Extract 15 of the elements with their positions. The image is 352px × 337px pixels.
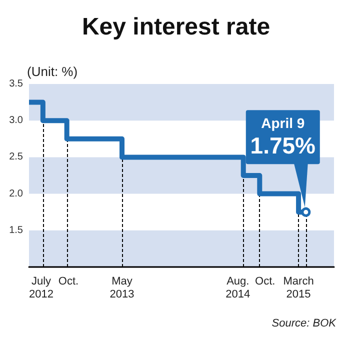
y-tick-label: 3.5 (9, 78, 24, 90)
x-tick-label: March 2015 (283, 276, 314, 300)
x-tick-label: July 2012 (29, 276, 54, 300)
x-tick-label: Oct. (255, 276, 276, 288)
source-note: Source: BOK (272, 318, 337, 330)
y-tick-label: 2.0 (9, 188, 24, 200)
x-tick-label: Aug. 2014 (226, 276, 250, 300)
y-tick-label: 1.5 (9, 224, 24, 236)
x-tick-label: May 2013 (110, 276, 134, 300)
y-tick-label: 3.0 (9, 115, 24, 126)
chart-title: Key interest rate (82, 14, 270, 40)
y-tick-label: 2.5 (9, 152, 24, 163)
x-tick-label: Oct. (58, 276, 79, 288)
annotation: April 9 1.75% (250, 115, 316, 159)
y-axis-title: (Unit: %) (27, 64, 78, 79)
